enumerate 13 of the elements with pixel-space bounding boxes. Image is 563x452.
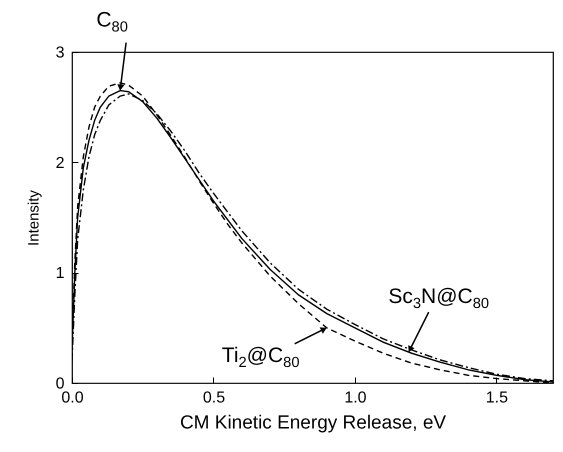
y-tick-label: 2	[56, 154, 65, 172]
x-tick-label: 1.0	[344, 390, 367, 406]
y-tick-label: 3	[56, 44, 65, 62]
annotation: Sc$_{3}$N@C$_{80}$	[388, 285, 490, 312]
y-tick-label: 1	[56, 265, 65, 282]
annotation: Ti$_{2}$@C$_{80}$	[222, 344, 300, 370]
y-tick-label: 0	[56, 376, 65, 392]
x-tick-label: 0.0	[61, 390, 84, 406]
y-axis-title: Intensity	[26, 190, 43, 246]
x-tick-label: 1.5	[486, 390, 508, 406]
x-axis-title: CM Kinetic Energy Release, eV	[180, 412, 446, 434]
annotation: C$_{80}$	[96, 8, 128, 36]
x-tick-label: 0.5	[202, 390, 226, 406]
